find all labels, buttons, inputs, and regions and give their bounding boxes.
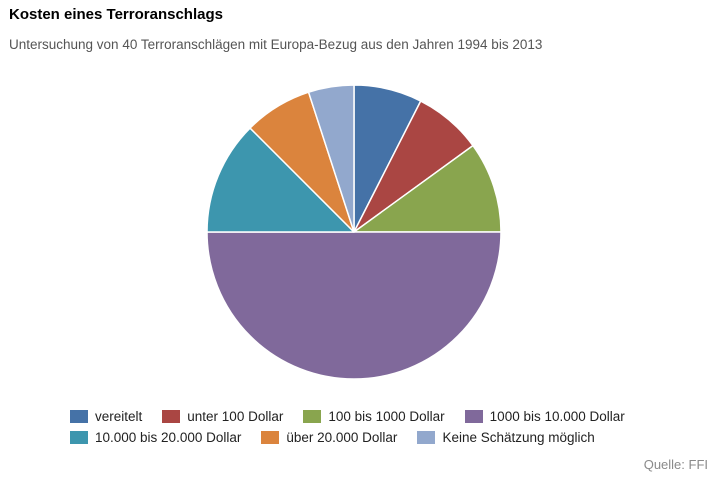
legend-swatch	[303, 410, 322, 423]
legend-swatch	[417, 431, 436, 444]
legend-swatch	[70, 431, 88, 444]
legend-row: vereitelt unter 100 Dollar 100 bis 1000 Do…	[70, 406, 710, 427]
legend-label: 100 bis 1000 Dollar	[328, 409, 445, 424]
legend-label: 10.000 bis 20.000 Dollar	[95, 430, 242, 445]
legend-label: unter 100 Dollar	[187, 409, 284, 424]
legend-swatch	[464, 410, 483, 423]
legend-label: über 20.000 Dollar	[286, 430, 398, 445]
chart-title: Kosten eines Terroranschlags	[9, 6, 223, 23]
pie-slice-2[interactable]	[353, 144, 502, 233]
legend-swatch	[261, 431, 280, 444]
legend-item[interactable]: vereitelt	[70, 409, 142, 424]
legend-item[interactable]: unter 100 Dollar	[162, 409, 283, 424]
pie-chart	[206, 84, 502, 380]
chart-subtitle: Untersuchung von 40 Terroranschlägen mit…	[9, 37, 543, 52]
legend-item[interactable]: 1000 bis 10.000 Dollar	[464, 409, 625, 424]
source-note: Quelle: FFI	[643, 457, 708, 472]
legend: vereitelt unter 100 Dollar 100 bis 1000 Do…	[70, 406, 710, 448]
pie-slice-3[interactable]	[206, 231, 502, 380]
legend-swatch	[70, 410, 88, 423]
legend-label: vereitelt	[95, 409, 143, 424]
legend-swatch	[162, 410, 181, 423]
legend-label: Keine Schätzung möglich	[442, 430, 595, 445]
legend-item[interactable]: über 20.000 Dollar	[261, 430, 397, 445]
legend-item[interactable]: 100 bis 1000 Dollar	[303, 409, 445, 424]
pie-slice-6[interactable]	[307, 84, 355, 233]
legend-item[interactable]: 10.000 bis 20.000 Dollar	[70, 430, 241, 445]
legend-row: 10.000 bis 20.000 Dollar über 20.000 Doll…	[70, 427, 710, 448]
pie-slice-4[interactable]	[206, 127, 355, 233]
legend-label: 1000 bis 10.000 Dollar	[489, 409, 625, 424]
legend-item[interactable]: Keine Schätzung möglich	[417, 430, 595, 445]
